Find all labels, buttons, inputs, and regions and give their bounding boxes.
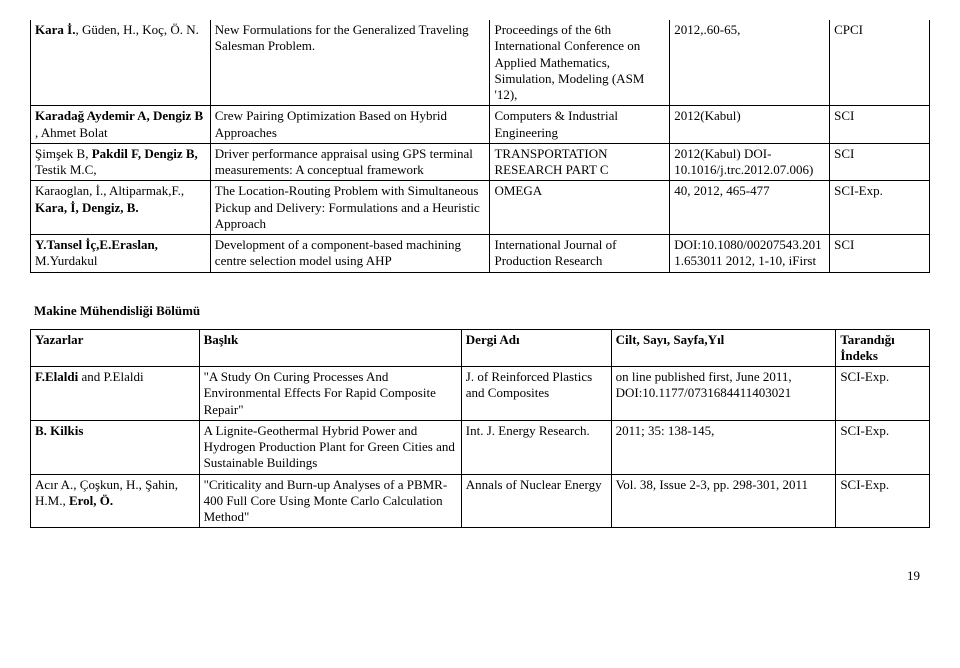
header-authors: Yazarlar (31, 329, 200, 367)
index-cell: SCI-Exp. (836, 367, 930, 421)
index-cell: SCI-Exp. (836, 420, 930, 474)
venue-cell: Computers & Industrial Engineering (490, 106, 670, 144)
table-header-row: Yazarlar Başlık Dergi Adı Cilt, Sayı, Sa… (31, 329, 930, 367)
header-cite: Cilt, Sayı, Sayfa,Yıl (611, 329, 836, 367)
authors-cell: Şimşek B, Pakdil F, Dengiz B, Testik M.C… (31, 143, 211, 181)
index-cell: SCI (830, 143, 930, 181)
table-row: F.Elaldi and P.Elaldi "A Study On Curing… (31, 367, 930, 421)
title-cell: "Criticality and Burn-up Analyses of a P… (199, 474, 461, 528)
index-cell: SCI-Exp. (836, 474, 930, 528)
publications-table-1: Kara İ., Güden, H., Koç, Ö. N. New Formu… (30, 20, 930, 273)
header-index: Tarandığı İndeks (836, 329, 930, 367)
venue-cell: J. of Reinforced Plastics and Composites (461, 367, 611, 421)
venue-cell: OMEGA (490, 181, 670, 235)
title-cell: The Location-Routing Problem with Simult… (210, 181, 490, 235)
authors-cell: Karaoglan, İ., Altiparmak,F., Kara, İ, D… (31, 181, 211, 235)
header-venue: Dergi Adı (461, 329, 611, 367)
index-cell: SCI-Exp. (830, 181, 930, 235)
title-cell: Crew Pairing Optimization Based on Hybri… (210, 106, 490, 144)
title-cell: "A Study On Curing Processes And Environ… (199, 367, 461, 421)
table-row: Şimşek B, Pakdil F, Dengiz B, Testik M.C… (31, 143, 930, 181)
header-title: Başlık (199, 329, 461, 367)
section-title: Makine Mühendisliği Bölümü (34, 303, 930, 319)
cite-cell: Vol. 38, Issue 2-3, pp. 298-301, 2011 (611, 474, 836, 528)
venue-cell: TRANSPORTATION RESEARCH PART C (490, 143, 670, 181)
authors-cell: F.Elaldi and P.Elaldi (31, 367, 200, 421)
authors-cell: Karadağ Aydemir A, Dengiz B , Ahmet Bola… (31, 106, 211, 144)
cite-cell: on line published first, June 2011, DOI:… (611, 367, 836, 421)
table-row: Karaoglan, İ., Altiparmak,F., Kara, İ, D… (31, 181, 930, 235)
table-row: Karadağ Aydemir A, Dengiz B , Ahmet Bola… (31, 106, 930, 144)
cite-cell: 2012,.60-65, (670, 20, 830, 106)
cite-cell: 2012(Kabul) DOI- 10.1016/j.trc.2012.07.0… (670, 143, 830, 181)
page-number: 19 (30, 568, 930, 584)
index-cell: CPCI (830, 20, 930, 106)
publications-table-2: Yazarlar Başlık Dergi Adı Cilt, Sayı, Sa… (30, 329, 930, 529)
title-cell: Driver performance appraisal using GPS t… (210, 143, 490, 181)
authors-cell: Kara İ., Güden, H., Koç, Ö. N. (31, 20, 211, 106)
authors-cell: Y.Tansel İç,E.Eraslan, M.Yurdakul (31, 235, 211, 273)
cite-cell: DOI:10.1080/00207543.2011.653011 2012, 1… (670, 235, 830, 273)
cite-cell: 2011; 35: 138-145, (611, 420, 836, 474)
authors-cell: Acır A., Çoşkun, H., Şahin, H.M., Erol, … (31, 474, 200, 528)
authors-cell: B. Kilkis (31, 420, 200, 474)
title-cell: A Lignite-Geothermal Hybrid Power and Hy… (199, 420, 461, 474)
venue-cell: Annals of Nuclear Energy (461, 474, 611, 528)
index-cell: SCI (830, 235, 930, 273)
venue-cell: International Journal of Production Rese… (490, 235, 670, 273)
table-row: B. Kilkis A Lignite-Geothermal Hybrid Po… (31, 420, 930, 474)
venue-cell: Proceedings of the 6th International Con… (490, 20, 670, 106)
table-row: Acır A., Çoşkun, H., Şahin, H.M., Erol, … (31, 474, 930, 528)
venue-cell: Int. J. Energy Research. (461, 420, 611, 474)
title-cell: Development of a component-based machini… (210, 235, 490, 273)
index-cell: SCI (830, 106, 930, 144)
table-row: Kara İ., Güden, H., Koç, Ö. N. New Formu… (31, 20, 930, 106)
table-row: Y.Tansel İç,E.Eraslan, M.Yurdakul Develo… (31, 235, 930, 273)
cite-cell: 2012(Kabul) (670, 106, 830, 144)
cite-cell: 40, 2012, 465-477 (670, 181, 830, 235)
title-cell: New Formulations for the Generalized Tra… (210, 20, 490, 106)
